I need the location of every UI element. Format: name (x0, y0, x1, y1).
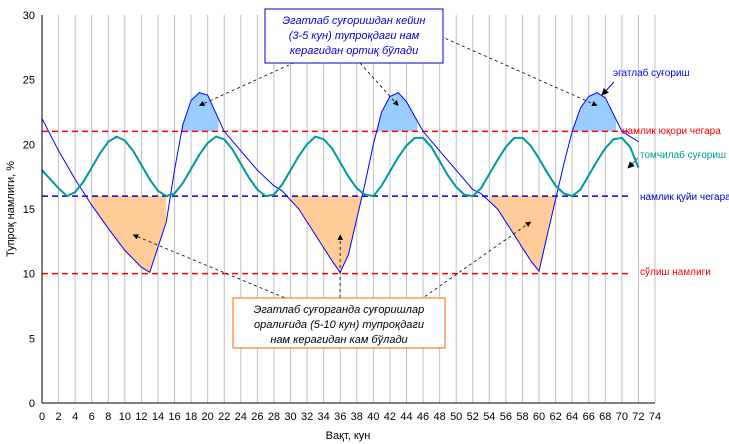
annotation-text: оралиғида (5-10 кун) тупроқдаги (254, 319, 424, 331)
label-drip-irrigation: томчилаб суғориш (640, 149, 726, 161)
annotation-text: Эгатлаб суғоришдан кейин (283, 15, 426, 27)
x-tick-label: 36 (334, 411, 346, 423)
annotation-arrow (439, 35, 598, 107)
series-lines (41, 91, 640, 274)
drip-irrigation-line (41, 135, 640, 198)
label-upper-limit: намлик юқори чегара (622, 126, 721, 137)
x-tick-label: 46 (417, 411, 429, 423)
excess-moisture-area (174, 92, 219, 132)
x-tick-label: 44 (400, 411, 412, 423)
x-tick-label: 62 (549, 411, 561, 423)
x-tick-label: 4 (72, 411, 78, 423)
x-tick-label: 60 (533, 411, 545, 423)
x-tick-label: 16 (168, 411, 180, 423)
label-arrow (601, 81, 615, 96)
label-furrow-irrigation: эгатлаб суғориш (613, 67, 690, 79)
x-tick-label: 38 (351, 411, 363, 423)
annotation-text: нам керагидан кам бўлади (270, 334, 407, 346)
x-tick-label: 30 (284, 411, 296, 423)
annotation-box (232, 297, 446, 349)
label-wilting-point: сўлиш намлиги (640, 266, 711, 278)
furrow-irrigation-line (41, 91, 639, 274)
label-arrow (627, 157, 639, 169)
x-tick-label: 58 (516, 411, 528, 423)
annotation-text: Эгатлаб суғорганда суғоришлар (254, 304, 425, 316)
x-tick-label: 70 (616, 411, 628, 423)
annotations: Эгатлаб суғоришдан кейин (3-5 кун) тупроқ… (132, 8, 598, 349)
tick-labels: 0 2 4 6 8 10 12 14 16 18 20 22 24 26 28 30 32 34 36 38 40 42 4… (23, 10, 661, 423)
x-tick-label: 6 (89, 411, 95, 423)
y-tick-label: 15 (23, 204, 35, 216)
x-tick-label: 32 (301, 411, 313, 423)
x-tick-label: 48 (433, 411, 445, 423)
x-tick-label: 42 (384, 411, 396, 423)
moisture-deficit-area (489, 196, 556, 272)
x-tick-label: 40 (367, 411, 379, 423)
x-tick-label: 34 (318, 411, 330, 423)
annotation-text: керагидан ортиқ бўлади (290, 45, 418, 57)
x-tick-label: 26 (251, 411, 263, 423)
y-tick-label: 10 (23, 269, 35, 281)
x-axis-title: Вақт, кун (326, 430, 371, 442)
x-tick-label: 56 (500, 411, 512, 423)
x-tick-label: 74 (649, 411, 661, 423)
y-tick-label: 0 (29, 398, 35, 410)
x-tick-label: 72 (632, 411, 644, 423)
annotation-arrow (132, 234, 291, 301)
annotation-text: (3-5 кун) тупроқдаги нам (289, 30, 420, 42)
axes (41, 15, 655, 404)
x-tick-label: 52 (467, 411, 479, 423)
x-tick-label: 0 (39, 411, 45, 423)
y-tick-label: 30 (23, 10, 35, 22)
annotation-box (264, 8, 444, 64)
line-labels: эгатлаб суғориш намлик юқори чегара томчил… (601, 67, 729, 278)
x-tick-label: 20 (202, 411, 214, 423)
x-tick-label: 10 (119, 411, 131, 423)
label-lower-limit: намлик қуйи чегара (640, 192, 729, 203)
x-tick-label: 2 (56, 411, 62, 423)
x-tick-label: 12 (135, 411, 147, 423)
moisture-deficit-area (290, 196, 366, 273)
y-tick-label: 20 (23, 139, 35, 151)
x-tick-label: 24 (235, 411, 247, 423)
x-tick-label: 64 (566, 411, 578, 423)
shaded-regions (91, 92, 617, 273)
x-tick-label: 22 (218, 411, 230, 423)
x-tick-label: 68 (599, 411, 611, 423)
y-axis-title: Тупроқ намлиги, % (5, 161, 17, 257)
x-tick-label: 54 (483, 411, 495, 423)
x-tick-label: 18 (185, 411, 197, 423)
x-tick-label: 28 (268, 411, 280, 423)
annotation-arrow (198, 59, 301, 107)
x-tick-label: 66 (583, 411, 595, 423)
x-tick-label: 8 (105, 411, 111, 423)
reference-lines (42, 130, 632, 275)
y-tick-label: 25 (23, 75, 35, 87)
moisture-deficit-area (91, 196, 167, 273)
annotation-arrow (419, 221, 532, 301)
y-tick-label: 5 (29, 333, 35, 345)
x-tick-label: 14 (152, 411, 164, 423)
excess-moisture-area (572, 92, 617, 132)
x-tick-label: 50 (450, 411, 462, 423)
